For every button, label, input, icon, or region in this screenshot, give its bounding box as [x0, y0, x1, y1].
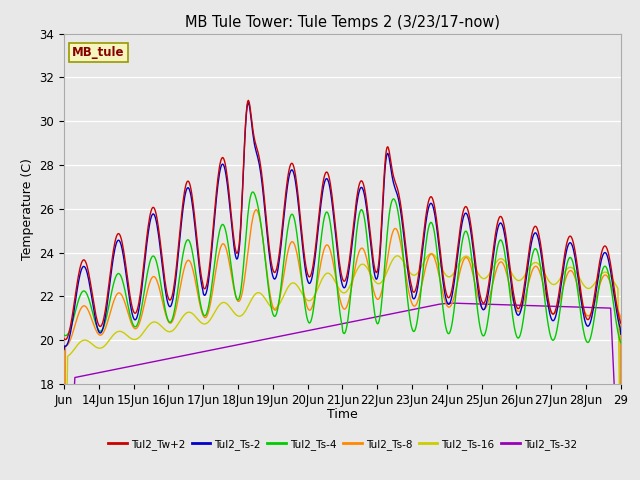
Title: MB Tule Tower: Tule Temps 2 (3/23/17-now): MB Tule Tower: Tule Temps 2 (3/23/17-now…	[185, 15, 500, 30]
Tul2_Ts-16	[428, 251, 435, 256]
Tul2_Ts-16	[400, 259, 408, 265]
Tul2_Ts-16	[125, 335, 133, 340]
Tul2_Ts-4	[617, 340, 625, 346]
Tul2_Ts-32	[400, 308, 408, 314]
Tul2_Ts-2	[125, 295, 133, 301]
Tul2_Ts-32	[276, 333, 284, 339]
Line: Tul2_Ts-16: Tul2_Ts-16	[64, 253, 621, 480]
Tul2_Ts-32	[125, 364, 133, 370]
Line: Tul2_Ts-2: Tul2_Ts-2	[64, 103, 621, 349]
Tul2_Ts-4	[432, 238, 440, 244]
Tul2_Ts-2	[432, 217, 440, 223]
Tul2_Ts-8	[125, 314, 133, 320]
Tul2_Ts-2	[228, 223, 236, 228]
Text: MB_tule: MB_tule	[72, 46, 125, 59]
Tul2_Tw+2	[278, 229, 285, 235]
Line: Tul2_Tw+2: Tul2_Tw+2	[64, 100, 621, 340]
Legend: Tul2_Tw+2, Tul2_Ts-2, Tul2_Ts-4, Tul2_Ts-8, Tul2_Ts-16, Tul2_Ts-32: Tul2_Tw+2, Tul2_Ts-2, Tul2_Ts-4, Tul2_Ts…	[104, 435, 581, 454]
Tul2_Tw+2	[257, 164, 264, 169]
Tul2_Ts-4	[249, 189, 257, 195]
Tul2_Tw+2	[433, 216, 440, 222]
Tul2_Ts-4	[125, 309, 133, 314]
Tul2_Ts-4	[60, 332, 68, 338]
Tul2_Ts-8	[432, 259, 440, 264]
Tul2_Ts-8	[401, 264, 408, 269]
Line: Tul2_Ts-8: Tul2_Ts-8	[64, 210, 621, 480]
Line: Tul2_Ts-32: Tul2_Ts-32	[64, 303, 621, 480]
Tul2_Ts-32	[431, 302, 439, 308]
Tul2_Ts-8	[253, 207, 260, 213]
Tul2_Ts-2	[617, 331, 625, 337]
Tul2_Ts-2	[277, 242, 285, 248]
Tul2_Ts-32	[449, 300, 457, 306]
Tul2_Ts-4	[277, 283, 285, 289]
X-axis label: Time: Time	[327, 408, 358, 421]
Tul2_Ts-16	[276, 300, 284, 305]
Line: Tul2_Ts-4: Tul2_Ts-4	[64, 192, 621, 343]
Tul2_Ts-32	[228, 343, 236, 349]
Tul2_Ts-32	[255, 337, 263, 343]
Tul2_Ts-4	[401, 265, 408, 271]
Tul2_Ts-8	[228, 274, 236, 279]
Tul2_Ts-16	[228, 307, 236, 312]
Tul2_Ts-4	[256, 215, 264, 221]
Tul2_Ts-2	[60, 347, 68, 352]
Tul2_Ts-2	[256, 166, 264, 171]
Tul2_Tw+2	[126, 293, 134, 299]
Tul2_Tw+2	[60, 336, 68, 341]
Tul2_Ts-8	[617, 429, 625, 434]
Tul2_Ts-8	[256, 217, 264, 223]
Tul2_Ts-16	[255, 290, 263, 296]
Tul2_Tw+2	[617, 320, 625, 326]
Tul2_Ts-2	[244, 100, 252, 106]
Tul2_Tw+2	[61, 337, 69, 343]
Y-axis label: Temperature (C): Temperature (C)	[20, 158, 34, 260]
Tul2_Tw+2	[401, 239, 409, 245]
Tul2_Ts-2	[401, 239, 408, 245]
Tul2_Tw+2	[244, 97, 252, 103]
Tul2_Tw+2	[228, 223, 236, 229]
Tul2_Ts-8	[277, 288, 285, 294]
Tul2_Ts-4	[228, 268, 236, 274]
Tul2_Ts-16	[432, 254, 440, 260]
